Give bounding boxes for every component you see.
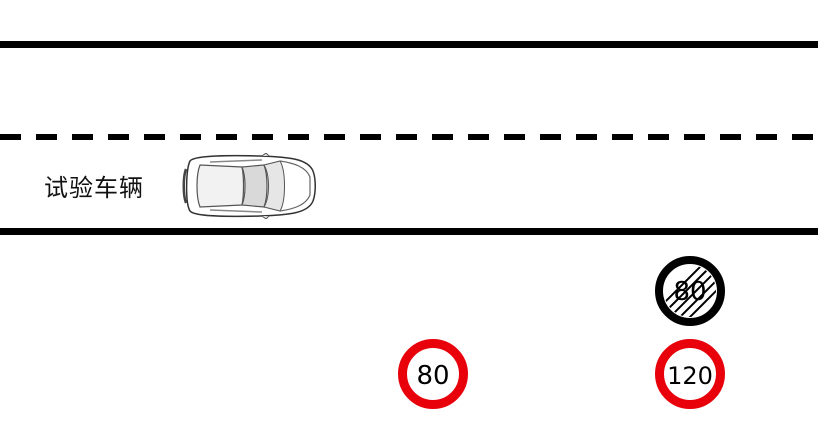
test-vehicle-label: 试验车辆 bbox=[44, 174, 144, 202]
test-vehicle bbox=[182, 153, 316, 219]
road-edge-bottom bbox=[0, 228, 818, 235]
speed-limit-120-sign: 120 bbox=[655, 339, 725, 409]
speed-limit-80-text: 80 bbox=[416, 361, 449, 391]
end-limit-80-text: 80 bbox=[673, 277, 706, 307]
speed-limit-120-text: 120 bbox=[667, 362, 713, 390]
road-edge-top bbox=[0, 41, 818, 48]
lane-divider-dashed bbox=[0, 134, 818, 140]
end-speed-limit-80-sign: 80 bbox=[655, 256, 725, 326]
speed-limit-80-sign: 80 bbox=[398, 339, 468, 409]
